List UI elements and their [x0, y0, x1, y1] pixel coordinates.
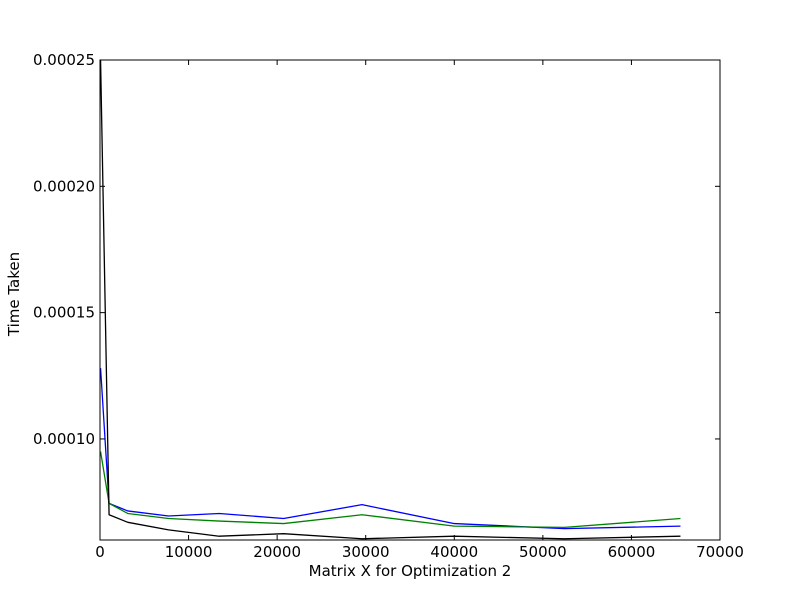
plot-area [100, 60, 720, 540]
x-tick-label: 10000 [165, 543, 213, 561]
x-tick-label: 70000 [696, 543, 744, 561]
plot-frame [99, 59, 721, 541]
x-tick-label: 20000 [253, 543, 301, 561]
x-tick-label: 30000 [342, 543, 390, 561]
y-axis-label: Time Taken [5, 252, 23, 337]
y-tick-label: 0.00025 [33, 51, 95, 69]
y-tick-label: 0.00010 [33, 430, 95, 448]
x-axis-label: Matrix X for Optimization 2 [309, 562, 512, 580]
series-line-3 [99, 59, 681, 540]
series-layer [99, 59, 681, 540]
series-line-2 [99, 451, 681, 529]
tick-label-layer: 0 10000 20000 30000 40000 50000 60000 70000 0.00… [33, 51, 744, 561]
y-tick-label: 0.00020 [33, 177, 95, 195]
x-tick-label: 0 [95, 543, 105, 561]
x-tick-label: 50000 [519, 543, 567, 561]
x-tick-label: 40000 [430, 543, 478, 561]
x-tick-label: 60000 [608, 543, 656, 561]
y-tick-label: 0.00015 [33, 304, 95, 322]
